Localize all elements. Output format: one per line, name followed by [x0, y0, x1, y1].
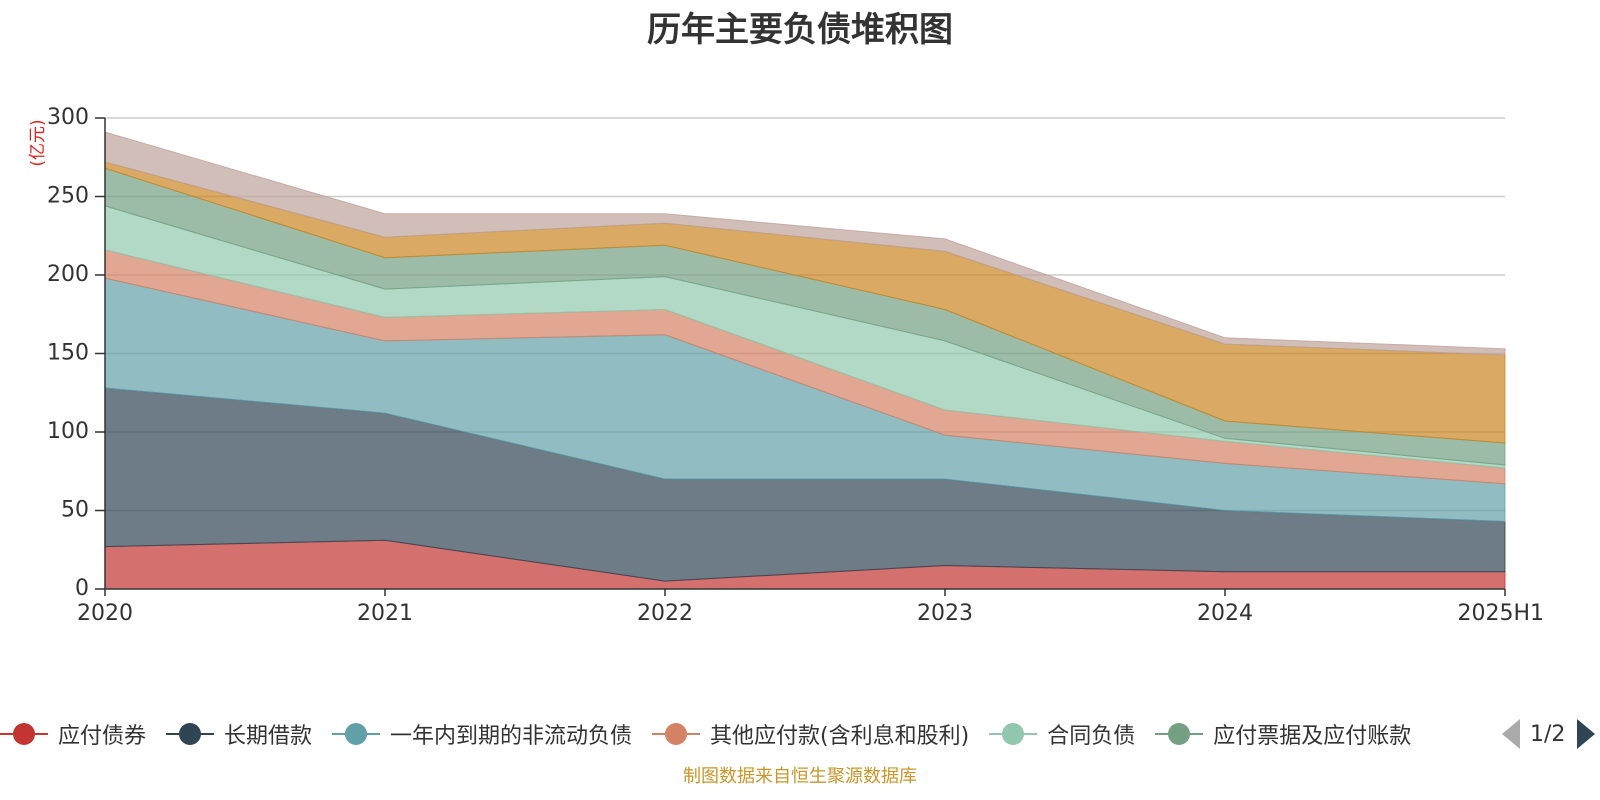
- legend-marker-dot: [179, 723, 202, 745]
- legend-item[interactable]: 合同负债: [989, 718, 1135, 750]
- legend-marker-dot: [345, 723, 368, 745]
- x-tick-label: 2021: [357, 601, 413, 626]
- legend-marker-icon: [166, 722, 215, 746]
- x-tick-labels: 2020 2021 2022 2023 2024 2025H1: [77, 601, 1544, 626]
- legend-marker-dot: [13, 723, 35, 745]
- legend-item[interactable]: 应付票据及应付账款: [1155, 718, 1411, 750]
- chart-title: 历年主要负债堆积图: [647, 10, 953, 50]
- legend-item[interactable]: 长期借款: [166, 718, 312, 750]
- y-tick-label: 250: [47, 184, 89, 209]
- legend-pager: 1/2: [1500, 716, 1600, 752]
- legend-item[interactable]: 其他应付款(含利息和股利): [652, 718, 969, 750]
- legend-label: 应付债券: [58, 724, 147, 749]
- x-tick-label: 2024: [1197, 601, 1253, 626]
- legend-marker-dot: [1168, 723, 1191, 745]
- area-series: [104, 131, 1506, 590]
- legend-marker-icon: [332, 722, 381, 746]
- legend-marker-dot: [1002, 723, 1025, 745]
- legend-label: 一年内到期的非流动负债: [390, 724, 633, 749]
- axes: [95, 117, 1506, 596]
- legend-label: 合同负债: [1047, 724, 1136, 749]
- legend-label: 应付票据及应付账款: [1213, 724, 1412, 749]
- x-tick-label: 2025H1: [1457, 601, 1544, 626]
- legend-marker-icon: [652, 722, 701, 746]
- legend-label: 长期借款: [224, 724, 313, 749]
- legend-item[interactable]: 应付债券: [0, 718, 146, 750]
- y-tick-label: 100: [47, 419, 89, 444]
- legend-page-indicator: 1/2: [1530, 721, 1566, 747]
- y-axis-unit-label: (亿元): [28, 119, 48, 166]
- y-tick-label: 50: [61, 498, 89, 523]
- legend-item[interactable]: 一年内到期的非流动负债: [332, 718, 632, 750]
- x-tick-label: 2022: [637, 601, 693, 626]
- x-tick-label: 2020: [77, 601, 133, 626]
- y-tick-label: 200: [47, 262, 89, 287]
- x-tick-label: 2023: [917, 601, 973, 626]
- y-tick-label: 150: [47, 341, 89, 366]
- legend-label: 其他应付款(含利息和股利): [710, 724, 970, 749]
- legend-marker-icon: [989, 722, 1038, 746]
- legend-next-page-icon[interactable]: [1577, 719, 1596, 749]
- y-tick-labels: 0 50 100 150 200 250 300: [47, 105, 89, 601]
- y-tick-label: 0: [75, 576, 89, 601]
- y-tick-label: 300: [47, 105, 89, 130]
- legend-marker-dot: [665, 723, 688, 745]
- area-series-7: [104, 131, 1506, 356]
- data-source-note: 制图数据来自恒生聚源数据库: [683, 766, 917, 787]
- legend: 应付债券 长期借款 一年内到期的非流动负债 其他应付款(含利息和股利) 合同负债 应付票据…: [0, 712, 1431, 756]
- legend-marker-icon: [1155, 722, 1204, 746]
- legend-marker-icon: [0, 722, 48, 746]
- legend-prev-page-icon[interactable]: [1502, 719, 1520, 749]
